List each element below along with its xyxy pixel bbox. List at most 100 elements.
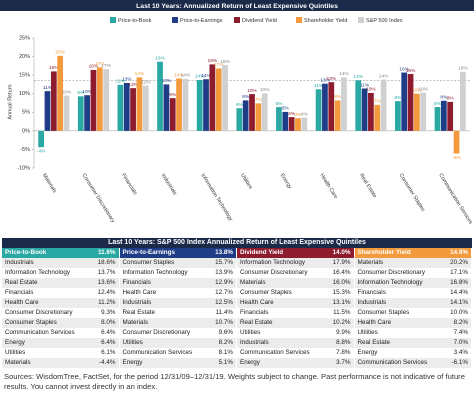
sector-name: Real Estate	[240, 319, 273, 326]
value-label: 16%	[458, 66, 468, 72]
bar	[420, 92, 427, 131]
value-label: 11%	[314, 83, 324, 89]
value-label: 8%	[334, 94, 342, 100]
table-row: Utilities 6.1%	[2, 348, 119, 358]
bar	[57, 55, 64, 131]
sector-name: Materials	[122, 319, 149, 326]
table-row: Industrials 14.1%	[354, 298, 471, 308]
sector-return: 8.0%	[101, 319, 116, 326]
sector-name: Health Care	[357, 319, 392, 326]
table-row: Financials 12.4%	[2, 288, 119, 298]
bar	[38, 130, 45, 148]
table-row: Communication Services 6.4%	[2, 328, 119, 338]
value-label: 7%	[374, 99, 382, 105]
bar	[407, 74, 414, 131]
bar	[44, 91, 51, 131]
table-row: Communication Services -6.1%	[354, 358, 471, 368]
sector-name: Information Technology	[122, 269, 188, 276]
table-row: Health Care 12.7%	[120, 288, 237, 298]
table-row: Health Care 8.2%	[354, 318, 471, 328]
table-row: Consumer Staples 15.7%	[119, 258, 236, 268]
sector-name: Financials	[357, 289, 386, 296]
bar	[117, 84, 124, 131]
sector-return: 3.4%	[453, 349, 468, 356]
value-label: 17%	[214, 62, 224, 68]
sector-name: Health Care	[122, 289, 157, 296]
bar	[123, 82, 130, 131]
bar	[242, 100, 249, 131]
sector-return: 7.4%	[453, 329, 468, 336]
sector-return: 11.5%	[333, 309, 351, 316]
value-label: 9%	[77, 90, 85, 96]
bar	[447, 101, 454, 131]
bar	[255, 103, 262, 131]
value-label: 10%	[418, 86, 428, 92]
sector-name: Consumer Staples	[240, 289, 292, 296]
bar	[453, 130, 460, 154]
table-row: Energy 5.1%	[119, 358, 236, 368]
value-label: 10%	[247, 88, 257, 94]
sector-name: Materials	[5, 359, 31, 366]
bar	[394, 101, 401, 131]
value-label: 8%	[440, 95, 448, 101]
sector-return: 14.4%	[450, 289, 468, 296]
sector-name: Real Estate	[5, 279, 38, 286]
sector-return: 12.7%	[215, 289, 233, 296]
sector-name: Industrials	[122, 299, 152, 306]
sector-name: Real Estate	[122, 309, 156, 316]
sector-name: Energy	[5, 339, 25, 346]
value-label: 4%	[288, 111, 296, 117]
x-tick-label: Real Estate	[358, 173, 378, 199]
value-label: 14%	[195, 74, 205, 80]
bar	[50, 71, 57, 131]
column-body: Industrials 18.6% Information Technology 13…	[2, 258, 119, 368]
legend-label: Shareholder Yield	[304, 18, 347, 24]
table-row: Information Technology 13.9%	[120, 268, 237, 278]
value-label: 17%	[101, 63, 111, 69]
table-row: Information Technology 13.7%	[2, 268, 119, 278]
table-row: Communication Services 7.8%	[237, 348, 354, 358]
footer: Sources: WisdomTree, FactSet, for the pe…	[4, 372, 465, 391]
legend-label: Dividend Yield	[242, 18, 277, 24]
value-label: 6%	[236, 102, 244, 108]
sector-return: 12.5%	[215, 299, 233, 306]
table-row: Real Estate 10.2%	[237, 318, 354, 328]
bar	[63, 95, 70, 131]
legend-swatch	[234, 17, 240, 23]
legend-label: Price-to-Earnings	[180, 18, 223, 24]
column-header: Shareholder Yield 14.9%	[354, 248, 471, 258]
table-column: Dividend Yield 14.0% Information Technolog…	[237, 248, 355, 368]
value-label: 10%	[412, 87, 422, 93]
sector-return: 10.0%	[450, 309, 468, 316]
legend-swatch	[172, 17, 178, 23]
bar	[261, 93, 268, 131]
sector-name: Consumer Discretionary	[240, 269, 308, 276]
bar	[96, 67, 103, 131]
column-name: Shareholder Yield	[357, 249, 411, 256]
x-tick-label: Financials	[120, 173, 138, 197]
sector-return: 17.1%	[450, 269, 468, 276]
table-row: Consumer Staples 15.3%	[237, 288, 354, 298]
value-label: 11%	[43, 85, 53, 91]
x-tick-label: Materials	[41, 173, 58, 195]
sector-return: 18.6%	[97, 259, 116, 266]
sector-name: Financials	[240, 309, 269, 316]
sector-name: Real Estate	[357, 339, 391, 346]
x-tick-label: Energy	[279, 173, 293, 191]
sector-name: Utilities	[122, 339, 143, 346]
sector-return: 8.2%	[453, 319, 468, 326]
table-row: Industrials 12.5%	[119, 298, 236, 308]
bar	[182, 78, 189, 131]
legend-label: S&P 500 Index	[366, 18, 403, 24]
table-row: Real Estate 7.0%	[354, 338, 471, 348]
sector-name: Information Technology	[357, 279, 423, 286]
legend-swatch	[296, 17, 302, 23]
bar	[77, 96, 84, 131]
bar	[282, 111, 289, 131]
sector-name: Energy	[240, 359, 260, 366]
value-label: 4%	[301, 111, 309, 117]
sector-name: Communication Services	[357, 359, 428, 366]
sector-return: 16.8%	[450, 279, 468, 286]
table: Last 10 Years: S&P 500 Index Annualized …	[2, 238, 472, 368]
